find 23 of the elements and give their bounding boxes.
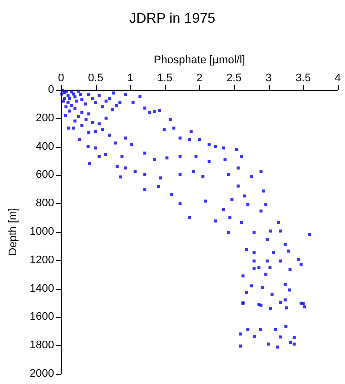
y-axis-title: Depth [m] xyxy=(8,208,20,256)
y-tick-label: 1400 xyxy=(30,282,54,295)
x-tick-label: 1.5 xyxy=(157,72,173,84)
x-axis-title: Phosphate [µmol/l] xyxy=(154,54,246,66)
y-tick-label: 800 xyxy=(36,198,54,210)
y-tick-label: 1000 xyxy=(30,226,54,238)
y-tick-label: 2000 xyxy=(30,368,54,380)
y-tick-label: 600 xyxy=(36,169,54,182)
y-tick-label: 1800 xyxy=(30,340,54,352)
x-tick-label: 2.5 xyxy=(226,72,242,84)
x-tick-label: 3 xyxy=(266,72,272,84)
x-tick-label: 3.5 xyxy=(296,72,312,84)
chart-title: JDRP in 1975 xyxy=(129,10,216,26)
x-tick-label: 1 xyxy=(127,72,134,84)
y-tick-label: 0 xyxy=(48,84,54,96)
x-tick-label: 4 xyxy=(334,72,342,84)
x-tick-label: 0.5 xyxy=(88,72,104,84)
y-tick-label: 200 xyxy=(36,112,54,124)
y-tick-label: 400 xyxy=(36,140,54,153)
x-tick-label: 2 xyxy=(196,72,203,84)
y-tick-label: 1600 xyxy=(30,311,54,324)
x-tick-label: 0 xyxy=(58,72,64,84)
y-tick-label: 1200 xyxy=(30,254,54,266)
